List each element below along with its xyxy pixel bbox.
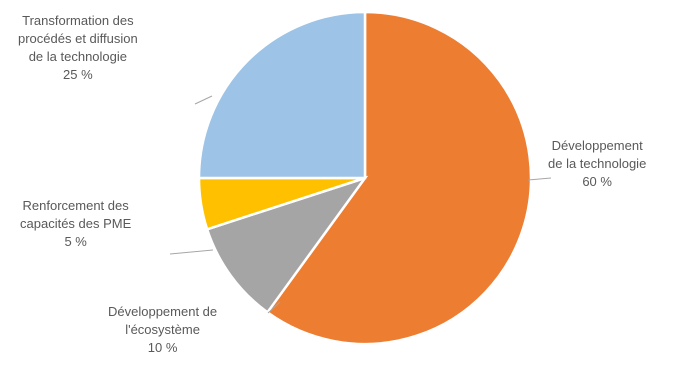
leader-line-technology-development — [527, 177, 552, 181]
slice-label-line: Développement — [551, 138, 643, 153]
slice-percent: 25 % — [63, 67, 93, 82]
slice-label-line: Transformation des — [22, 13, 134, 28]
leader-line-process-transformation — [194, 95, 213, 105]
slice-label-line: de la technologie — [28, 49, 128, 64]
slice-label-line: de la technologie — [548, 156, 647, 171]
slice-label-ecosystem-development: Développement de l'écosystème 10 % — [108, 303, 217, 357]
leader-line-ecosystem-development — [267, 301, 281, 314]
slice-label-line: capacités des PME — [20, 216, 132, 231]
slice-percent: 5 % — [64, 234, 87, 249]
slice-label-process-transformation: Transformation des procédés et diffusion… — [18, 12, 138, 84]
slice-percent: 10 % — [147, 340, 178, 355]
slice-label-sme-capacity: Renforcement des capacités des PME 5 % — [20, 197, 131, 251]
leader-line-sme-capacity — [169, 249, 214, 255]
slice-label-line: Renforcement des — [22, 198, 129, 213]
slice-label-line: procédés et diffusion — [18, 31, 138, 46]
slice-label-technology-development: Développement de la technologie 60 % — [548, 137, 646, 191]
slice-process-transformation — [197, 10, 367, 180]
slice-percent: 60 % — [582, 174, 612, 189]
slice-label-line: Développement de — [108, 304, 218, 319]
slice-technology-development — [265, 10, 533, 346]
slice-label-line: l'écosystème — [125, 322, 200, 337]
slice-ecosystem-development — [205, 175, 369, 315]
